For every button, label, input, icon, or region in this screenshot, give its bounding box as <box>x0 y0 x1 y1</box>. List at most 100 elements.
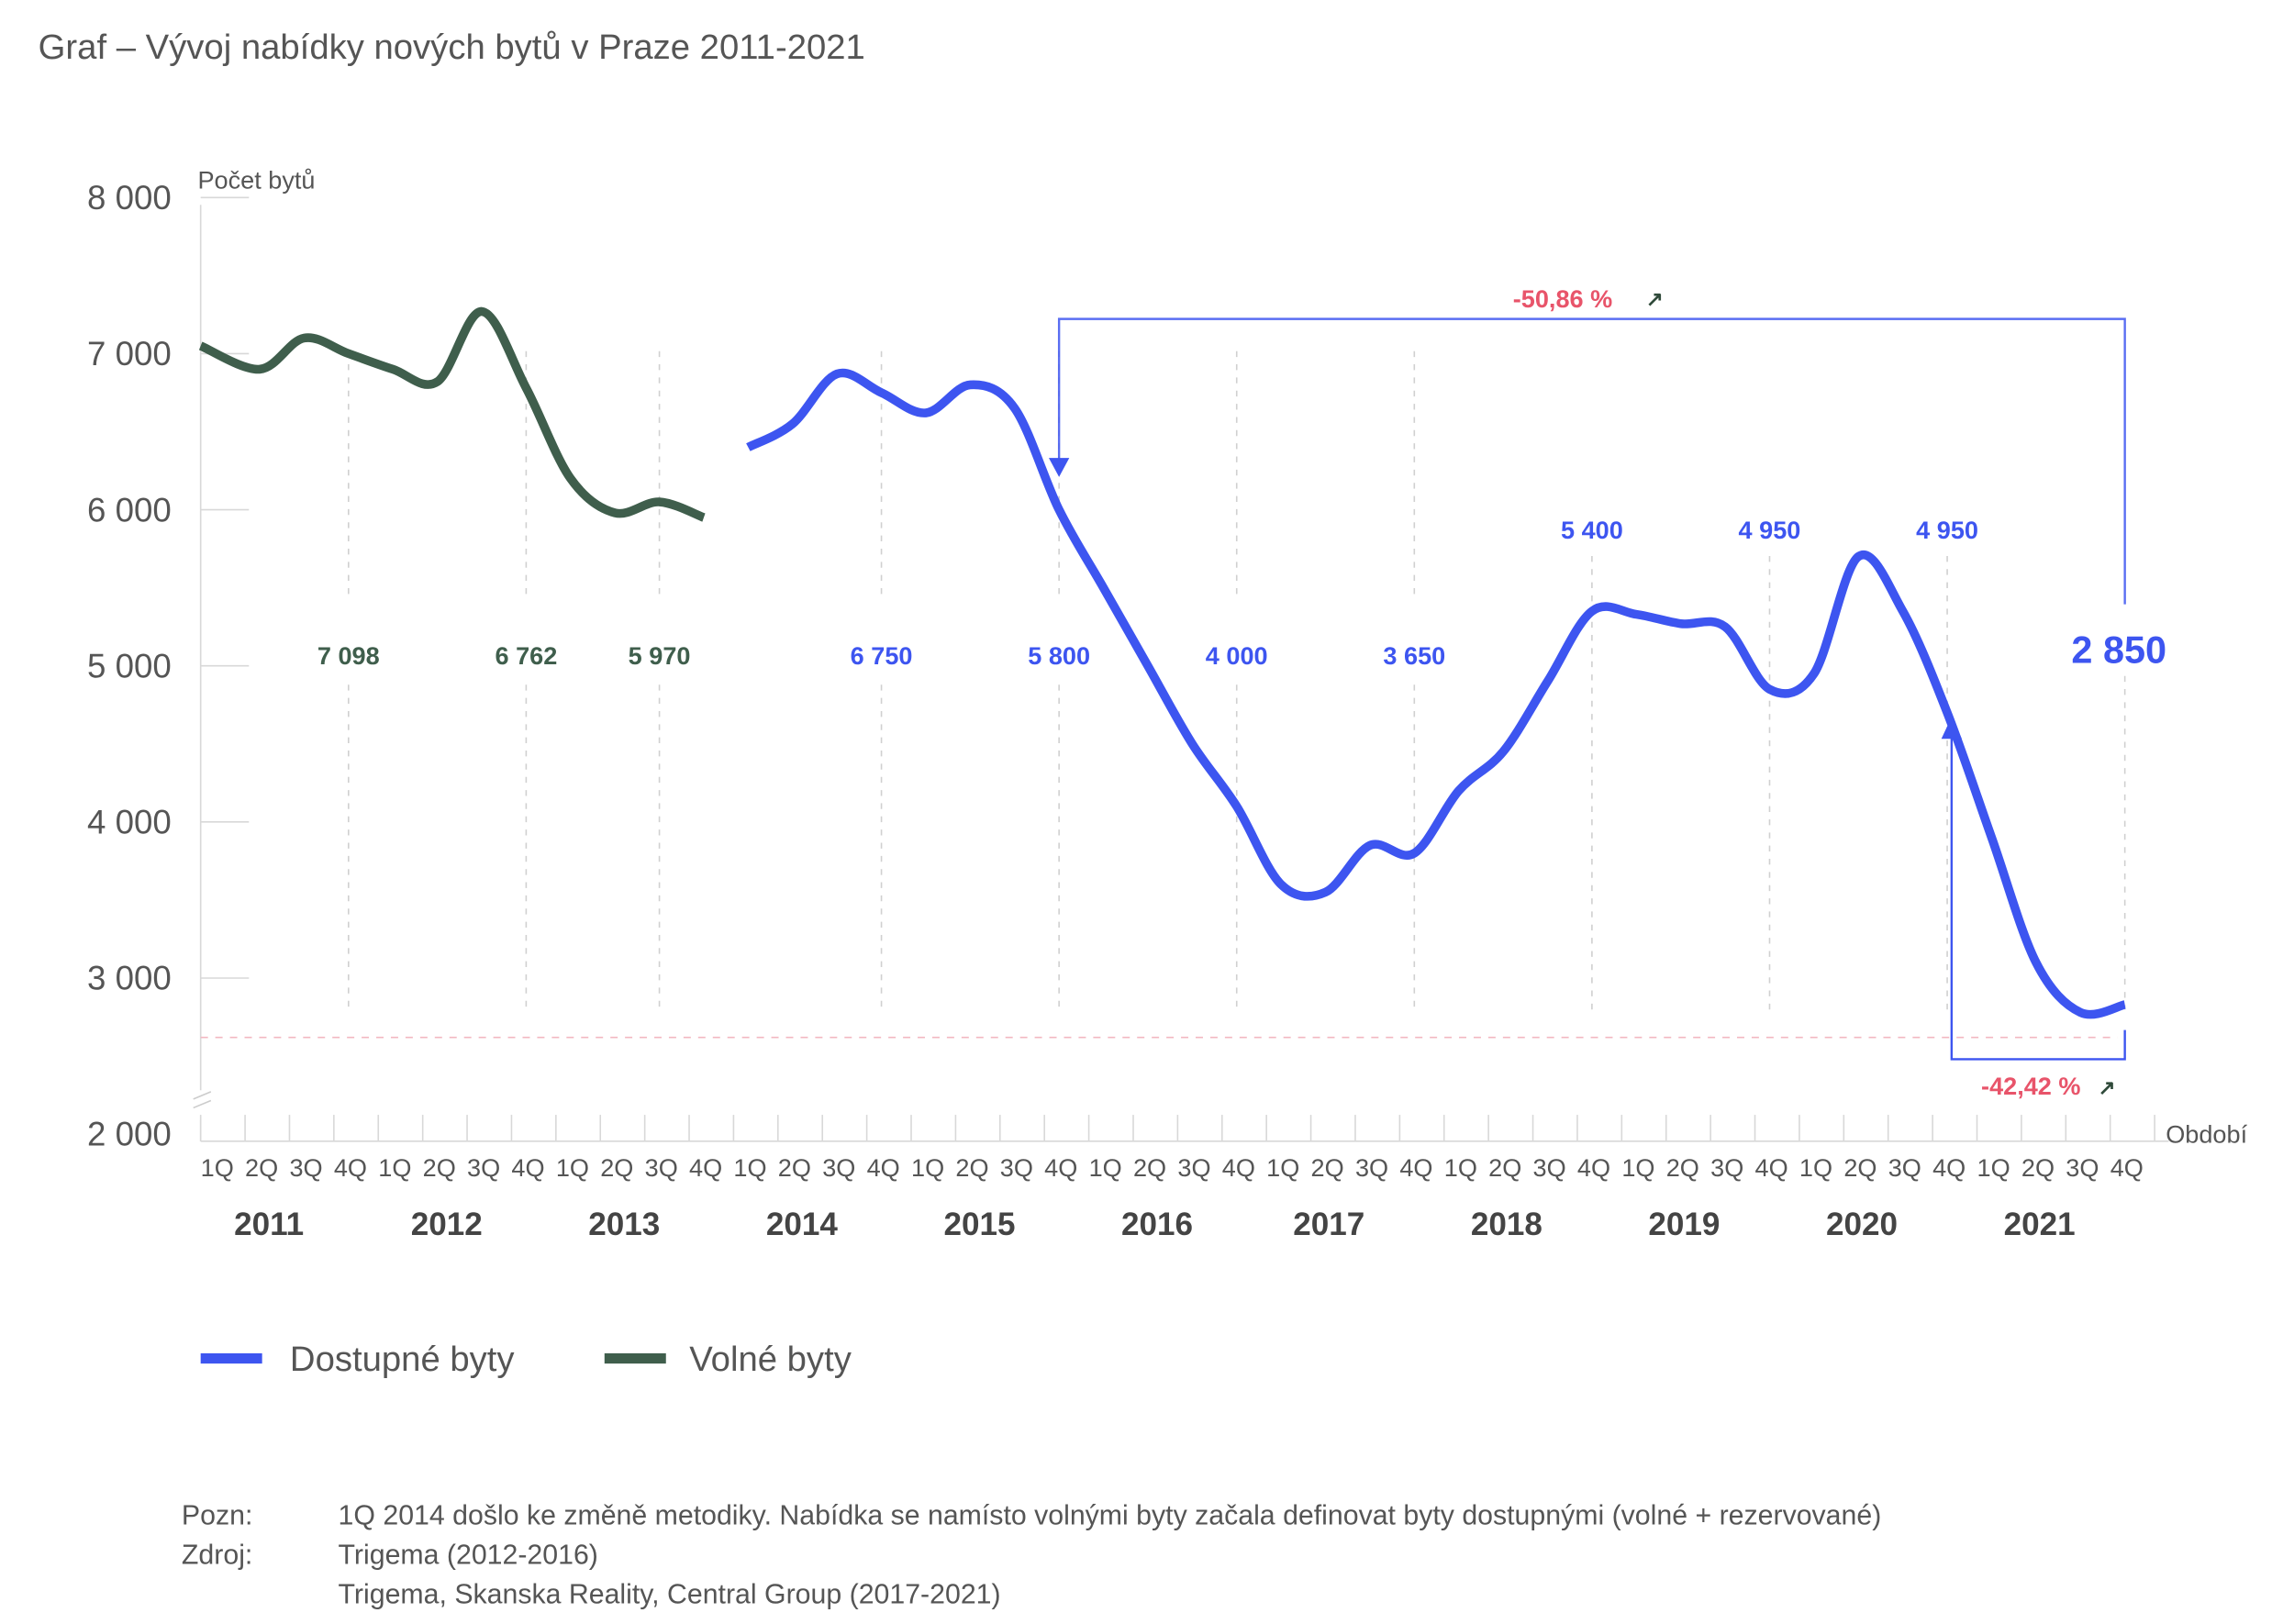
quarter-label: 1Q <box>201 1153 234 1182</box>
quarter-label: 4Q <box>689 1153 722 1182</box>
year-label: 2019 <box>1648 1207 1720 1242</box>
axes: 2 000 3 000 4 000 5 000 6 000 7 000 8 000 1Q 2Q 3… <box>87 179 2169 1242</box>
quarter-label: 2Q <box>1133 1153 1166 1182</box>
series-line-volne <box>198 306 706 522</box>
y-tick-label: 7 000 <box>87 335 172 373</box>
quarter-label: 2Q <box>423 1153 456 1182</box>
quarter-label: 4Q <box>511 1153 544 1182</box>
quarter-label: 1Q <box>1089 1153 1122 1182</box>
change-label-bottom: -42,42 % <box>1981 1072 2080 1100</box>
year-value-label: 3 650 <box>1383 641 1445 670</box>
quarter-label: 1Q <box>556 1153 589 1182</box>
quarter-label: 1Q <box>733 1153 766 1182</box>
quarter-label: 2Q <box>1311 1153 1344 1182</box>
quarter-label: 3Q <box>1177 1153 1210 1182</box>
change-bracket-top <box>1057 317 2126 605</box>
quarter-label: 1Q <box>911 1153 944 1182</box>
quarter-label: 4Q <box>1399 1153 1432 1182</box>
quarter-label: 2Q <box>600 1153 633 1182</box>
y-tick-label: 3 000 <box>87 960 172 997</box>
quarter-label: 2Q <box>1488 1153 1521 1182</box>
quarter-label: 4Q <box>867 1153 900 1182</box>
year-label: 2014 <box>766 1207 839 1242</box>
data-labels: 7 098 6 762 5 970 6 750 5 800 4 000 3 650 5 400… <box>317 516 2166 672</box>
series-lines <box>198 306 2126 1019</box>
year-value-label: 5 800 <box>1028 641 1090 670</box>
quarter-label: 4Q <box>1044 1153 1077 1182</box>
legend-label-volne: Volné byty <box>689 1340 852 1379</box>
source-label: Zdroj: <box>182 1541 252 1571</box>
quarter-label: 1Q <box>378 1153 411 1182</box>
year-value-label: 4 950 <box>1916 516 1978 544</box>
legend-item-dostupne[interactable]: Dostupné byty <box>200 1340 516 1379</box>
quarter-label: 1Q <box>1266 1153 1299 1182</box>
year-value-label: 4 950 <box>1739 516 1801 544</box>
quarter-label: 2Q <box>955 1153 988 1182</box>
quarter-label: 1Q <box>1444 1153 1477 1182</box>
footnotes: Pozn: 1Q 2014 došlo ke změně metodiky. N… <box>182 1501 1881 1610</box>
trend-arrow-icon: ↗ <box>1646 287 1664 310</box>
annotations: -50,86 % ↗ -42,42 % ↗ <box>1048 284 2126 1100</box>
year-value-label: 6 750 <box>851 641 913 670</box>
quarter-label: 3Q <box>1000 1153 1033 1182</box>
legend-label-dostupne: Dostupné byty <box>290 1340 515 1379</box>
quarter-label: 4Q <box>1932 1153 1966 1182</box>
year-value-label: 5 970 <box>629 641 691 670</box>
quarter-label: 3Q <box>1710 1153 1743 1182</box>
quarter-label: 1Q <box>1621 1153 1654 1182</box>
quarter-label: 4Q <box>1222 1153 1255 1182</box>
quarter-label: 4Q <box>2110 1153 2144 1182</box>
source-line-2: Trigema, Skanska Reality, Central Group … <box>339 1580 1001 1610</box>
note-text: 1Q 2014 došlo ke změně metodiky. Nabídka… <box>339 1501 1882 1531</box>
series-line-dostupne <box>746 368 2126 1019</box>
y-axis-title: Počet bytů <box>197 166 315 195</box>
year-label: 2020 <box>1826 1207 1898 1242</box>
quarter-label: 3Q <box>467 1153 500 1182</box>
year-value-label: 7 098 <box>317 641 380 670</box>
quarter-label: 3Q <box>645 1153 678 1182</box>
trend-arrow-icon: ↗ <box>2099 1076 2116 1099</box>
year-label: 2011 <box>234 1207 304 1242</box>
quarter-label: 1Q <box>1977 1153 2010 1182</box>
change-bracket-bottom <box>1950 736 2126 1061</box>
guide-lines <box>200 350 2126 1039</box>
quarter-label: 3Q <box>1533 1153 1566 1182</box>
source-line-1: Trigema (2012-2016) <box>339 1541 598 1571</box>
year-label: 2016 <box>1121 1207 1193 1242</box>
quarter-label: 2Q <box>2021 1153 2055 1182</box>
year-label: 2012 <box>411 1207 483 1242</box>
final-value-label: 2 850 <box>2071 628 2166 671</box>
y-tick-label: 6 000 <box>87 491 172 528</box>
year-label: 2013 <box>588 1207 660 1242</box>
legend-swatch-dostupne <box>200 1353 262 1364</box>
quarter-label: 3Q <box>289 1153 322 1182</box>
quarter-label: 2Q <box>1666 1153 1699 1182</box>
quarter-label: 3Q <box>822 1153 855 1182</box>
year-value-label: 5 400 <box>1561 516 1623 544</box>
legend-swatch-volne <box>604 1353 666 1364</box>
change-label-top: -50,86 % <box>1513 284 1612 313</box>
year-label: 2021 <box>2004 1207 2076 1242</box>
quarter-label: 2Q <box>778 1153 811 1182</box>
y-tick-label: 5 000 <box>87 647 172 684</box>
quarter-label: 1Q <box>1799 1153 1832 1182</box>
legend-item-volne[interactable]: Volné byty <box>604 1340 852 1379</box>
quarter-label: 2Q <box>1843 1153 1877 1182</box>
quarter-label: 3Q <box>1355 1153 1388 1182</box>
chart-title: Graf – Vývoj nabídky nových bytů v Praze… <box>39 28 865 67</box>
quarter-label: 4Q <box>1755 1153 1788 1182</box>
quarter-label: 3Q <box>2066 1153 2099 1182</box>
year-label: 2015 <box>943 1207 1015 1242</box>
year-value-label: 6 762 <box>495 641 557 670</box>
y-tick-label: 4 000 <box>87 804 172 841</box>
quarter-label: 3Q <box>1888 1153 1921 1182</box>
arrow-up-icon <box>1941 717 1963 740</box>
axis-break-icon <box>193 1091 212 1109</box>
year-label: 2017 <box>1293 1207 1364 1242</box>
y-tick-label: 8 000 <box>87 179 172 217</box>
x-axis-title: Období <box>2166 1119 2247 1148</box>
quarter-label: 4Q <box>334 1153 367 1182</box>
quarter-label: 2Q <box>245 1153 278 1182</box>
legend: Dostupné byty Volné byty <box>200 1340 852 1379</box>
